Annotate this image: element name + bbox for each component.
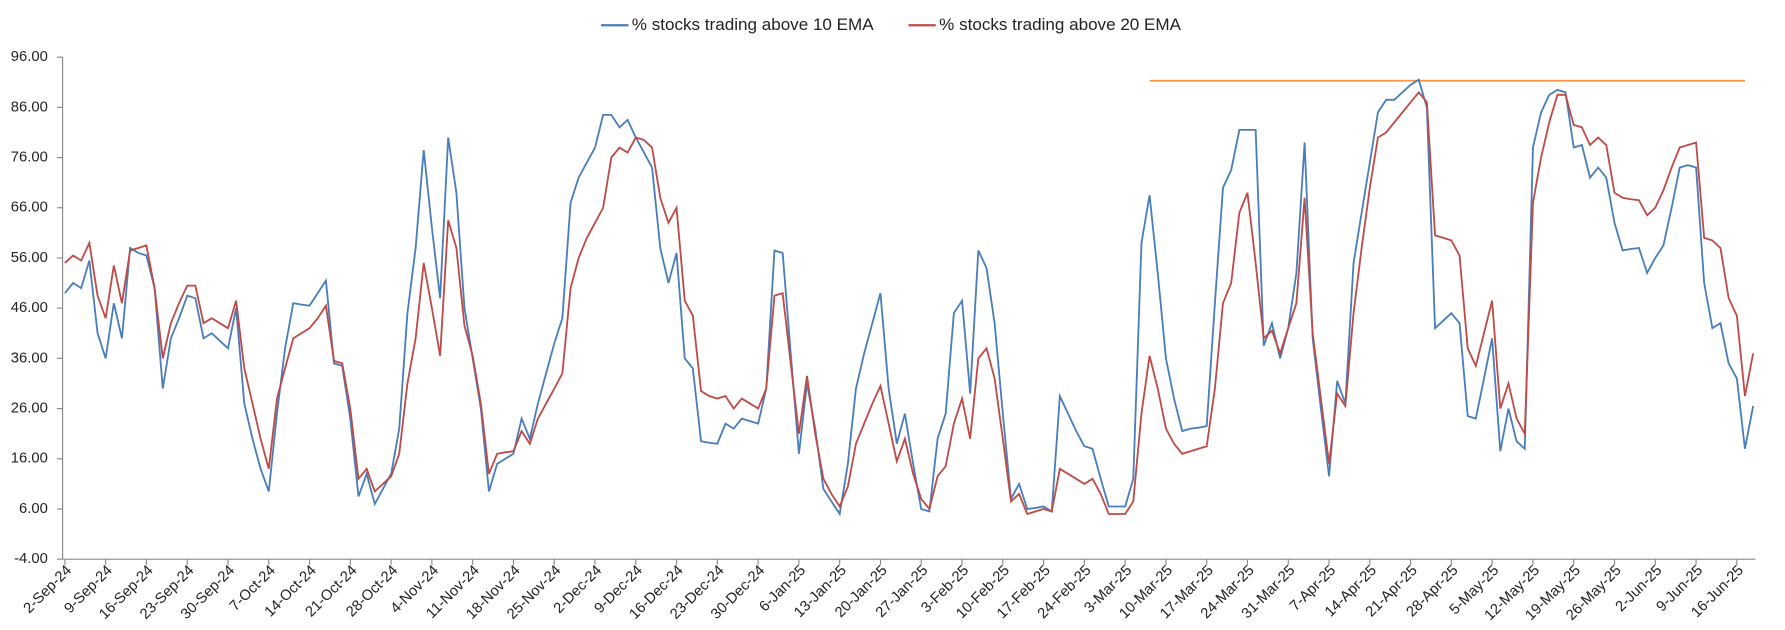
legend-label: % stocks trading above 20 EMA — [939, 15, 1181, 34]
y-tick-label: 36.00 — [11, 350, 48, 366]
series-line — [64, 78, 1755, 517]
legend-label: % stocks trading above 10 EMA — [632, 15, 874, 34]
y-tick-label: 56.00 — [11, 250, 48, 266]
series-line — [64, 90, 1755, 516]
y-tick-label: 26.00 — [11, 400, 48, 416]
y-tick-label: 16.00 — [11, 451, 48, 467]
y-tick-label: 6.00 — [19, 501, 48, 517]
y-tick-label: -4.00 — [14, 551, 48, 567]
y-tick-label: 96.00 — [11, 49, 48, 65]
y-tick-label: 86.00 — [11, 99, 48, 115]
y-tick-label: 46.00 — [11, 300, 48, 316]
y-tick-label: 76.00 — [11, 149, 48, 165]
y-tick-label: 66.00 — [11, 200, 48, 216]
